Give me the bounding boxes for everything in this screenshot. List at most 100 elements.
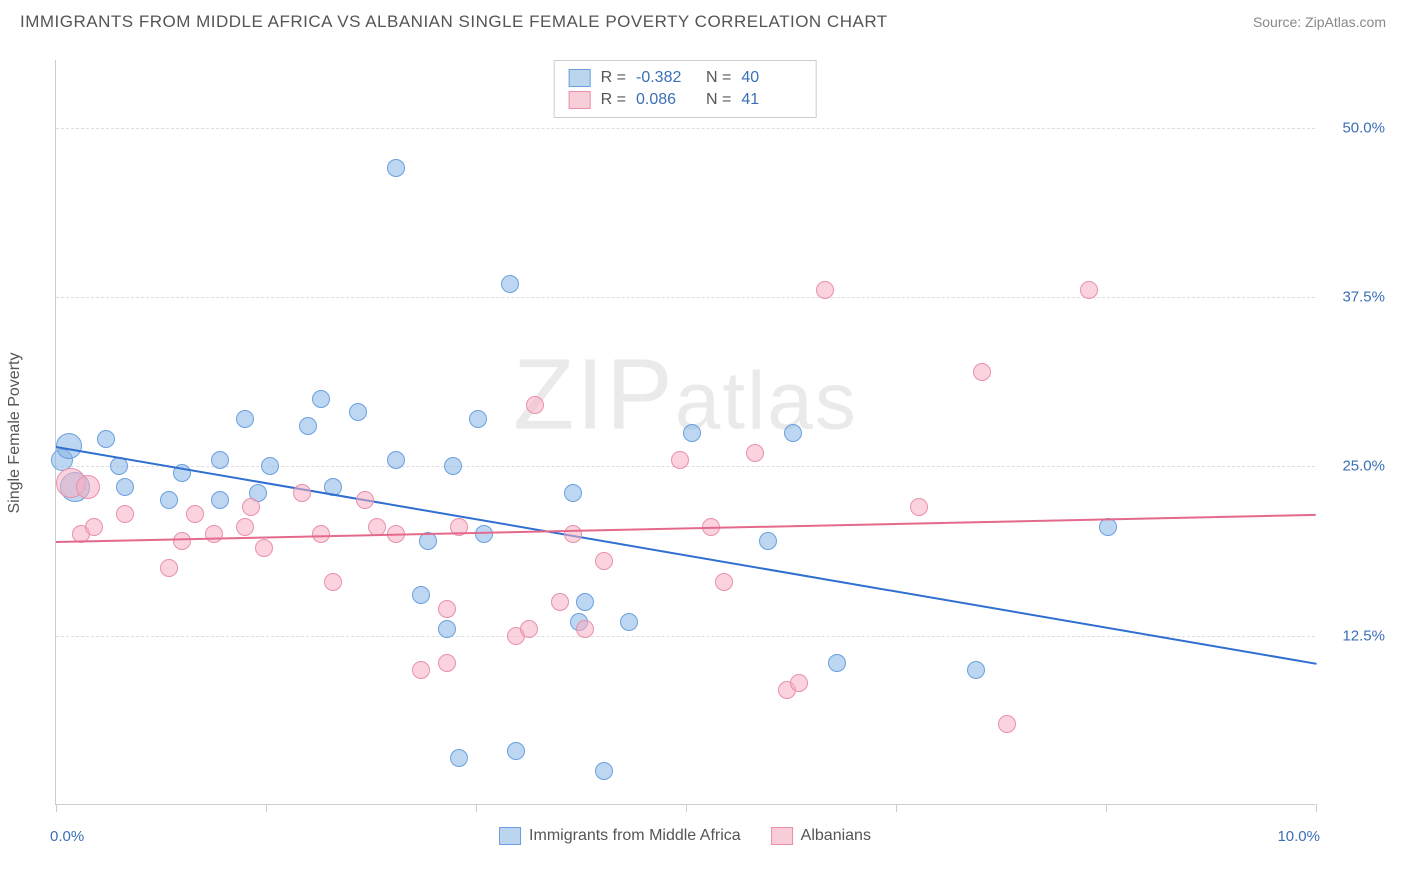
scatter-point (816, 281, 834, 299)
scatter-point (324, 573, 342, 591)
scatter-point (356, 491, 374, 509)
x-tick (1106, 804, 1107, 812)
scatter-point (349, 403, 367, 421)
scatter-point (438, 620, 456, 638)
scatter-point (715, 573, 733, 591)
scatter-point (261, 457, 279, 475)
scatter-point (412, 586, 430, 604)
correlation-legend: R = -0.382 N = 40 R = 0.086 N = 41 (554, 60, 817, 118)
scatter-point (967, 661, 985, 679)
chart-container: ZIPatlas 12.5%25.0%37.5%50.0% Single Fem… (55, 60, 1315, 805)
x-axis-max-label: 10.0% (1277, 828, 1320, 845)
scatter-point (211, 451, 229, 469)
scatter-point (683, 424, 701, 442)
scatter-point (211, 491, 229, 509)
scatter-point (469, 410, 487, 428)
scatter-point (255, 539, 273, 557)
legend-swatch (499, 827, 521, 845)
chart-source: Source: ZipAtlas.com (1253, 14, 1386, 30)
scatter-point (312, 525, 330, 543)
scatter-point (564, 484, 582, 502)
legend-swatch (569, 91, 591, 109)
n-label: N = (706, 69, 731, 87)
n-value: 41 (741, 91, 801, 109)
scatter-point (387, 159, 405, 177)
series-legend: Immigrants from Middle AfricaAlbanians (499, 827, 871, 845)
r-value: 0.086 (636, 91, 696, 109)
scatter-point (998, 715, 1016, 733)
x-tick (686, 804, 687, 812)
gridline (56, 466, 1315, 467)
scatter-point (828, 654, 846, 672)
trend-line (56, 446, 1316, 665)
scatter-point (595, 762, 613, 780)
scatter-point (595, 552, 613, 570)
n-value: 40 (741, 69, 801, 87)
chart-title: IMMIGRANTS FROM MIDDLE AFRICA VS ALBANIA… (20, 12, 888, 32)
scatter-point (186, 505, 204, 523)
scatter-point (236, 410, 254, 428)
y-axis-title: Single Female Poverty (6, 352, 24, 513)
legend-swatch (569, 69, 591, 87)
source-label: Source: (1253, 14, 1301, 30)
scatter-point (116, 505, 134, 523)
scatter-point (438, 600, 456, 618)
legend-correlation-row: R = -0.382 N = 40 (569, 67, 802, 89)
y-tick-label: 25.0% (1342, 458, 1385, 475)
chart-header: IMMIGRANTS FROM MIDDLE AFRICA VS ALBANIA… (0, 0, 1406, 40)
scatter-point (564, 525, 582, 543)
r-value: -0.382 (636, 69, 696, 87)
scatter-point (444, 457, 462, 475)
scatter-point (501, 275, 519, 293)
scatter-point (520, 620, 538, 638)
gridline (56, 636, 1315, 637)
x-tick (476, 804, 477, 812)
y-tick-label: 50.0% (1342, 119, 1385, 136)
scatter-point (1099, 518, 1117, 536)
x-tick (896, 804, 897, 812)
x-tick (1316, 804, 1317, 812)
x-tick (56, 804, 57, 812)
scatter-point (387, 451, 405, 469)
scatter-point (910, 498, 928, 516)
scatter-point (784, 424, 802, 442)
scatter-point (576, 620, 594, 638)
scatter-point (293, 484, 311, 502)
source-link[interactable]: ZipAtlas.com (1305, 14, 1386, 30)
y-tick-label: 12.5% (1342, 627, 1385, 644)
scatter-point (620, 613, 638, 631)
legend-label: Immigrants from Middle Africa (529, 827, 741, 845)
legend-item: Immigrants from Middle Africa (499, 827, 741, 845)
scatter-point (85, 518, 103, 536)
scatter-point (507, 742, 525, 760)
scatter-point (412, 661, 430, 679)
x-axis-min-label: 0.0% (50, 828, 84, 845)
scatter-point (790, 674, 808, 692)
gridline (56, 297, 1315, 298)
scatter-point (450, 749, 468, 767)
r-label: R = (601, 69, 626, 87)
legend-swatch (771, 827, 793, 845)
scatter-point (299, 417, 317, 435)
r-label: R = (601, 91, 626, 109)
x-tick (266, 804, 267, 812)
n-label: N = (706, 91, 731, 109)
gridline (56, 128, 1315, 129)
scatter-point (973, 363, 991, 381)
scatter-point (116, 478, 134, 496)
y-tick-label: 37.5% (1342, 289, 1385, 306)
scatter-point (160, 559, 178, 577)
scatter-point (746, 444, 764, 462)
scatter-point (76, 475, 100, 499)
scatter-point (205, 525, 223, 543)
legend-correlation-row: R = 0.086 N = 41 (569, 89, 802, 111)
scatter-point (526, 396, 544, 414)
scatter-point (671, 451, 689, 469)
scatter-point (438, 654, 456, 672)
scatter-point (242, 498, 260, 516)
plot-area: ZIPatlas 12.5%25.0%37.5%50.0% (55, 60, 1315, 805)
scatter-point (551, 593, 569, 611)
scatter-point (236, 518, 254, 536)
scatter-point (759, 532, 777, 550)
scatter-point (312, 390, 330, 408)
